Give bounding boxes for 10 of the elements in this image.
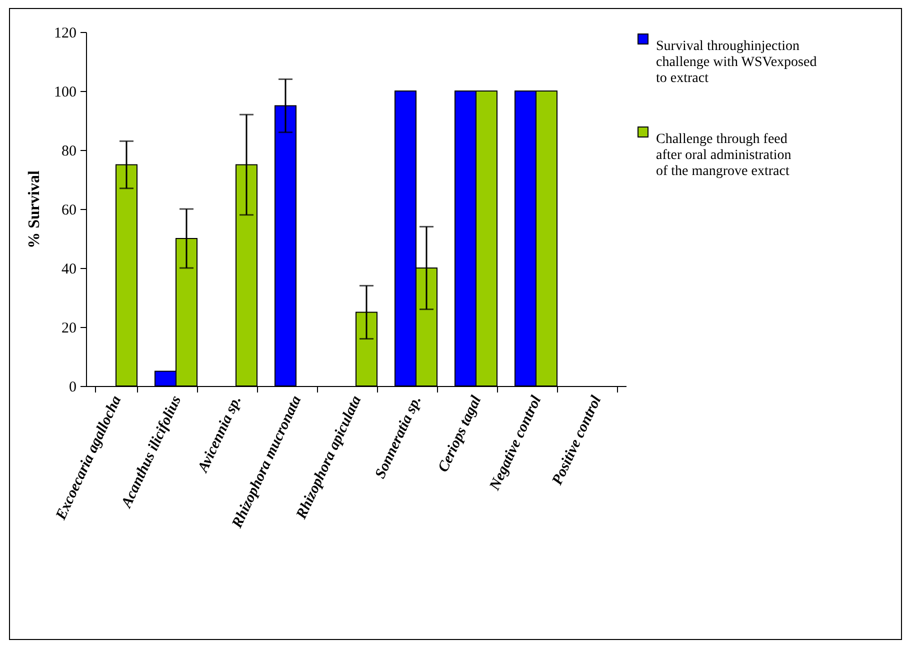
y-tick-label: 0 (69, 380, 76, 396)
y-axis-title: % Survival (26, 170, 43, 248)
y-tick-label: 60 (62, 202, 76, 218)
legend-label: Survival throughinjection challenge with WSVexposed to extract (656, 39, 817, 86)
y-tick-label: 80 (62, 144, 76, 160)
y-tick-label: 20 (62, 320, 76, 336)
legend-label: Challenge through feed after oral administration of the mangrove extract (656, 132, 792, 179)
y-tick-label: 40 (62, 262, 76, 278)
y-tick-label: 100 (54, 84, 76, 100)
y-tick-label: 120 (54, 26, 76, 42)
